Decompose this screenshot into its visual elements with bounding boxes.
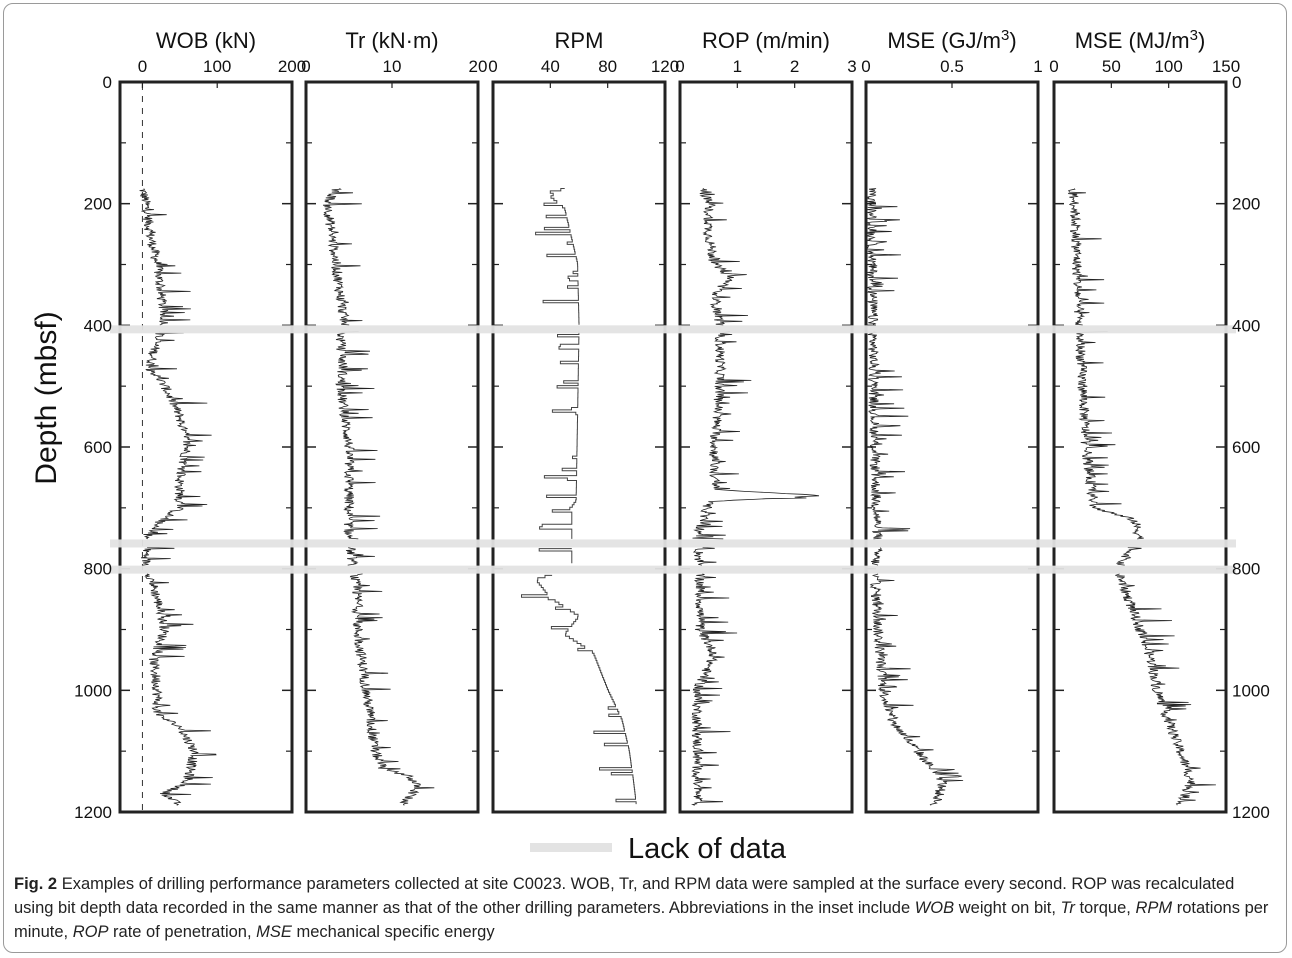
panel-5: MSE (MJ/m3) [1052,27,1228,814]
x-tick-label: 120 [651,57,679,76]
legend-label: Lack of data [628,833,787,865]
x-tick-label: 50 [1102,57,1121,76]
panel-0: WOB (kN) [118,28,294,814]
caption-abbr-def: weight on bit, [954,899,1056,917]
caption-abbr-term: WOB [914,899,955,917]
x-tick-label: 40 [541,57,560,76]
panel-frame [864,80,1040,814]
x-tick-label: 100 [1154,57,1182,76]
data-trace [865,188,964,806]
depth-tick-label-right: 400 [1232,316,1260,335]
data-trace [691,188,820,806]
panel-1: Tr (kN·m) [304,28,480,814]
x-tick-label: 0 [488,57,497,76]
caption-fig-label: Fig. 2 [14,875,58,893]
caption-abbr-term: Tr [1055,899,1075,917]
caption-abbr-def: torque, [1074,899,1131,917]
panel-frame [118,80,294,814]
lack-of-data-band [110,325,1236,334]
panel-frame [491,80,667,814]
panel-2: RPM [491,28,667,814]
x-tick-label: 20 [469,57,488,76]
x-tick-label: 0.5 [940,57,964,76]
depth-tick-label-right: 600 [1232,438,1260,457]
x-tick-label: 1 [1033,57,1042,76]
caption-abbreviations: WOB weight on bit, Tr torque, RPM rotati… [14,899,1268,941]
panel-3: ROP (m/min) [678,28,854,814]
panel-title: Tr (kN·m) [345,28,438,53]
depth-tick-label-right: 200 [1232,195,1260,214]
x-tick-label: 2 [790,57,799,76]
legend-swatch [530,843,612,852]
caption-abbr-def: rate of penetration, [108,923,252,941]
depth-tick-label-right: 0 [1232,73,1241,92]
x-tick-label: 150 [1212,57,1240,76]
caption-text: Examples of drilling performance paramet… [14,875,1235,917]
panel-frame [1052,80,1228,814]
x-tick-label: 0 [675,57,684,76]
panel-title: RPM [555,28,604,53]
x-tick-label: 100 [203,57,231,76]
depth-tick-label-left: 200 [84,195,112,214]
y-axis-label: Depth (mbsf) [30,311,63,484]
depth-tick-label-left: 800 [84,560,112,579]
depth-tick-label-left: 400 [84,316,112,335]
x-tick-label: 10 [383,57,402,76]
caption-abbr-term: RPM [1130,899,1173,917]
x-tick-label: 3 [847,57,856,76]
data-trace [139,188,217,806]
panel-title: MSE (MJ/m3) [1075,27,1206,53]
panel-4: MSE (GJ/m3) [864,27,1040,814]
figure-frame [3,3,1287,953]
x-tick-label: 0 [138,57,147,76]
depth-tick-label-left: 0 [103,73,112,92]
caption-abbr-def: mechanical specific energy [291,923,495,941]
depth-tick-label-left: 600 [84,438,112,457]
figure-caption: Fig. 2 Examples of drilling performance … [14,872,1276,944]
depth-tick-label-left: 1200 [74,803,112,822]
panel-title: ROP (m/min) [702,28,830,53]
depth-tick-label-right: 1000 [1232,681,1270,700]
panel-frame [678,80,854,814]
x-tick-label: 200 [278,57,306,76]
panel-title: WOB (kN) [156,28,256,53]
data-trace [1067,188,1216,806]
depth-tick-label-right: 1200 [1232,803,1270,822]
x-tick-label: 0 [301,57,310,76]
lack-of-data-band [110,565,1236,574]
depth-tick-label-left: 1000 [74,681,112,700]
x-tick-label: 80 [598,57,617,76]
caption-abbr-def: rotations per minute, [14,899,1269,941]
lack-of-data-band [110,539,1236,548]
data-trace [322,188,435,806]
caption-abbr-term: ROP [68,923,109,941]
x-tick-label: 0 [861,57,870,76]
panel-frame [304,80,480,814]
panel-title: MSE (GJ/m3) [887,27,1016,53]
x-tick-label: 0 [1049,57,1058,76]
caption-abbr-term: MSE [251,923,292,941]
depth-tick-label-right: 800 [1232,560,1260,579]
data-trace [521,188,637,805]
x-tick-label: 1 [733,57,742,76]
